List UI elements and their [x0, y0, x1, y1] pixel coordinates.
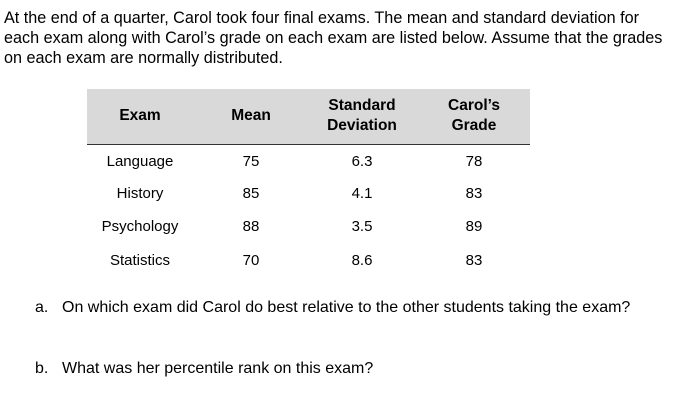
- table-cell: Statistics: [109, 252, 170, 269]
- question-text: On which exam did Carol do best relative…: [62, 299, 631, 316]
- header-cell: Mean: [231, 107, 271, 124]
- table-cell: 88: [242, 218, 260, 235]
- table-cell: 6.3: [351, 153, 373, 170]
- header-cell: Carol’s Grade: [448, 97, 500, 134]
- table-cell: 8.6: [351, 252, 373, 269]
- table-cell: 83: [465, 185, 483, 202]
- header-cell: Exam: [119, 107, 161, 124]
- table-cell: 83: [465, 252, 483, 269]
- table-cell: 85: [242, 185, 260, 202]
- intro-paragraph: At the end of a quarter, Carol took four…: [4, 9, 663, 67]
- table-cell: History: [116, 185, 164, 202]
- table-cell: Psychology: [101, 218, 179, 235]
- question-text: What was her percentile rank on this exa…: [62, 360, 374, 377]
- table-cell: Language: [106, 153, 174, 170]
- table-cell: 70: [242, 252, 260, 269]
- question-marker: a.: [35, 299, 49, 316]
- header-cell: Standard Deviation: [327, 97, 397, 134]
- table-cell: 78: [465, 153, 483, 170]
- table-header-band: [87, 89, 530, 145]
- table-cell: 75: [242, 153, 260, 170]
- table-cell: 4.1: [351, 185, 373, 202]
- table-cell: 3.5: [351, 218, 373, 235]
- table-cell: 89: [465, 218, 483, 235]
- question-marker: b.: [35, 360, 49, 377]
